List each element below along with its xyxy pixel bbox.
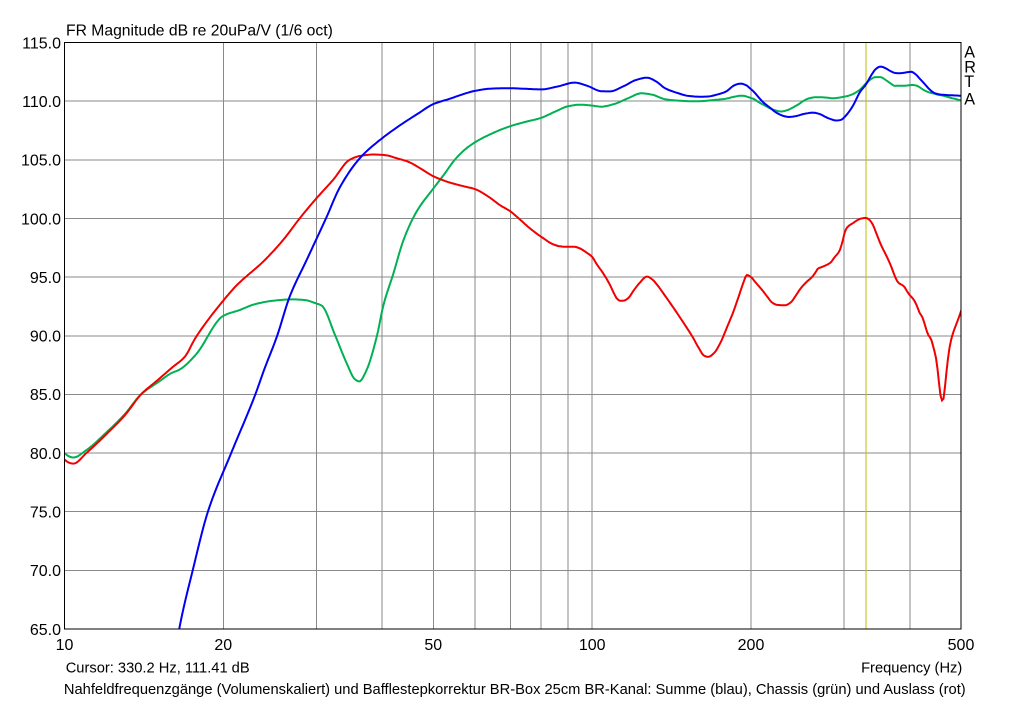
- svg-text:75.0: 75.0: [30, 505, 61, 522]
- svg-text:80.0: 80.0: [30, 446, 61, 463]
- svg-text:A: A: [964, 91, 975, 109]
- svg-text:70.0: 70.0: [30, 563, 61, 580]
- svg-text:10: 10: [56, 637, 74, 654]
- svg-text:Nahfeldfrequenzgänge (Volumens: Nahfeldfrequenzgänge (Volumenskaliert) u…: [64, 682, 966, 698]
- svg-text:100.0: 100.0: [21, 211, 61, 228]
- svg-text:A: A: [964, 43, 975, 61]
- svg-text:20: 20: [214, 637, 232, 654]
- svg-text:Cursor: 330.2 Hz, 111.41 dB: Cursor: 330.2 Hz, 111.41 dB: [66, 661, 250, 677]
- svg-text:65.0: 65.0: [30, 622, 61, 639]
- svg-text:100: 100: [579, 637, 606, 654]
- svg-text:110.0: 110.0: [22, 94, 61, 111]
- svg-text:Frequency (Hz): Frequency (Hz): [861, 661, 962, 677]
- svg-text:T: T: [964, 73, 974, 91]
- svg-text:105.0: 105.0: [21, 153, 61, 170]
- svg-text:115.0: 115.0: [22, 35, 61, 52]
- svg-text:50: 50: [424, 637, 442, 654]
- svg-text:85.0: 85.0: [30, 387, 61, 404]
- svg-text:90.0: 90.0: [30, 329, 61, 346]
- svg-text:200: 200: [738, 637, 765, 654]
- svg-text:500: 500: [948, 637, 975, 654]
- svg-text:R: R: [964, 59, 976, 77]
- svg-text:FR Magnitude dB re 20uPa/V (1/: FR Magnitude dB re 20uPa/V (1/6 oct): [66, 23, 333, 40]
- svg-text:95.0: 95.0: [30, 270, 61, 287]
